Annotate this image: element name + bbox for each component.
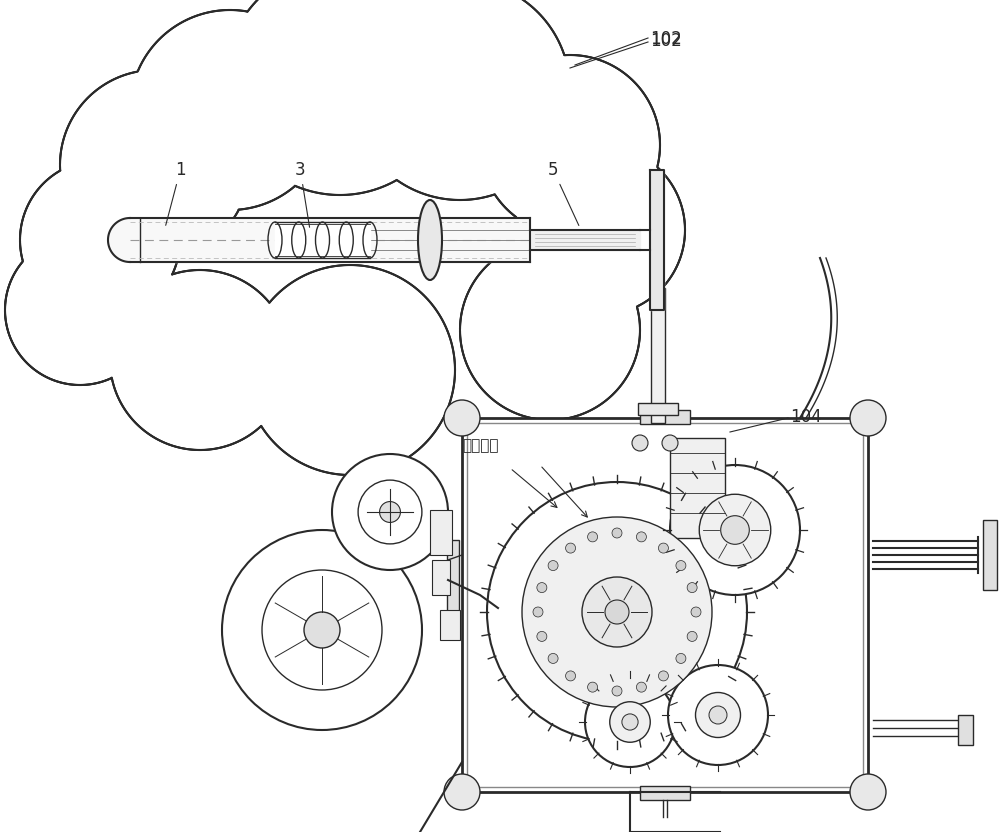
Circle shape <box>585 677 675 767</box>
Circle shape <box>460 240 640 420</box>
Bar <box>467 423 863 787</box>
Circle shape <box>350 0 570 200</box>
Circle shape <box>850 774 886 810</box>
Circle shape <box>687 582 697 592</box>
Polygon shape <box>108 218 130 262</box>
Bar <box>447 540 459 620</box>
Bar <box>983 520 997 590</box>
Circle shape <box>676 561 686 571</box>
Circle shape <box>662 435 678 451</box>
Circle shape <box>658 671 668 681</box>
Circle shape <box>687 631 697 641</box>
Circle shape <box>533 607 543 617</box>
Polygon shape <box>650 170 664 310</box>
Circle shape <box>612 686 622 696</box>
Circle shape <box>548 561 558 571</box>
Bar <box>651 288 665 423</box>
Circle shape <box>670 465 800 595</box>
Circle shape <box>522 517 712 707</box>
Circle shape <box>636 532 646 542</box>
Circle shape <box>515 145 685 315</box>
Circle shape <box>668 665 768 765</box>
Circle shape <box>537 582 547 592</box>
Text: 104: 104 <box>790 408 822 426</box>
Polygon shape <box>275 222 370 258</box>
Circle shape <box>696 692 740 737</box>
Circle shape <box>262 570 382 690</box>
Text: 3: 3 <box>295 161 310 227</box>
Circle shape <box>332 454 448 570</box>
Circle shape <box>588 532 598 542</box>
Bar <box>440 610 460 640</box>
Bar <box>640 786 690 800</box>
Circle shape <box>130 10 330 210</box>
Circle shape <box>605 600 629 624</box>
Polygon shape <box>530 230 640 250</box>
Circle shape <box>658 543 668 553</box>
Circle shape <box>582 577 652 647</box>
Circle shape <box>691 607 701 617</box>
Text: 1: 1 <box>166 161 186 225</box>
Circle shape <box>60 70 250 260</box>
Circle shape <box>721 516 749 544</box>
Circle shape <box>632 435 648 451</box>
Circle shape <box>676 653 686 663</box>
Circle shape <box>444 400 480 436</box>
Bar <box>640 410 690 424</box>
Text: 102: 102 <box>650 32 682 50</box>
Circle shape <box>850 400 886 436</box>
Circle shape <box>699 494 771 566</box>
Circle shape <box>566 671 576 681</box>
Circle shape <box>487 482 747 742</box>
Circle shape <box>709 706 727 724</box>
Circle shape <box>358 480 422 544</box>
Circle shape <box>110 270 290 450</box>
Bar <box>430 510 452 555</box>
Text: 检测工位: 检测工位 <box>462 438 498 453</box>
Circle shape <box>222 530 422 730</box>
Ellipse shape <box>418 200 442 280</box>
Bar <box>462 418 868 792</box>
Circle shape <box>380 502 400 522</box>
Circle shape <box>20 160 180 320</box>
Circle shape <box>588 682 598 692</box>
Circle shape <box>612 528 622 538</box>
Bar <box>958 715 973 745</box>
Circle shape <box>537 631 547 641</box>
Text: 5: 5 <box>548 161 579 225</box>
Circle shape <box>245 265 455 475</box>
Circle shape <box>225 0 455 195</box>
Circle shape <box>304 612 340 648</box>
Polygon shape <box>130 218 530 262</box>
Circle shape <box>610 701 650 742</box>
Circle shape <box>566 543 576 553</box>
Circle shape <box>444 774 480 810</box>
Circle shape <box>480 55 660 235</box>
Circle shape <box>636 682 646 692</box>
Circle shape <box>548 653 558 663</box>
Bar <box>670 438 725 538</box>
Bar <box>638 403 678 415</box>
Circle shape <box>622 714 638 730</box>
Circle shape <box>5 235 155 385</box>
Bar <box>432 560 450 595</box>
Text: 102: 102 <box>650 30 682 48</box>
